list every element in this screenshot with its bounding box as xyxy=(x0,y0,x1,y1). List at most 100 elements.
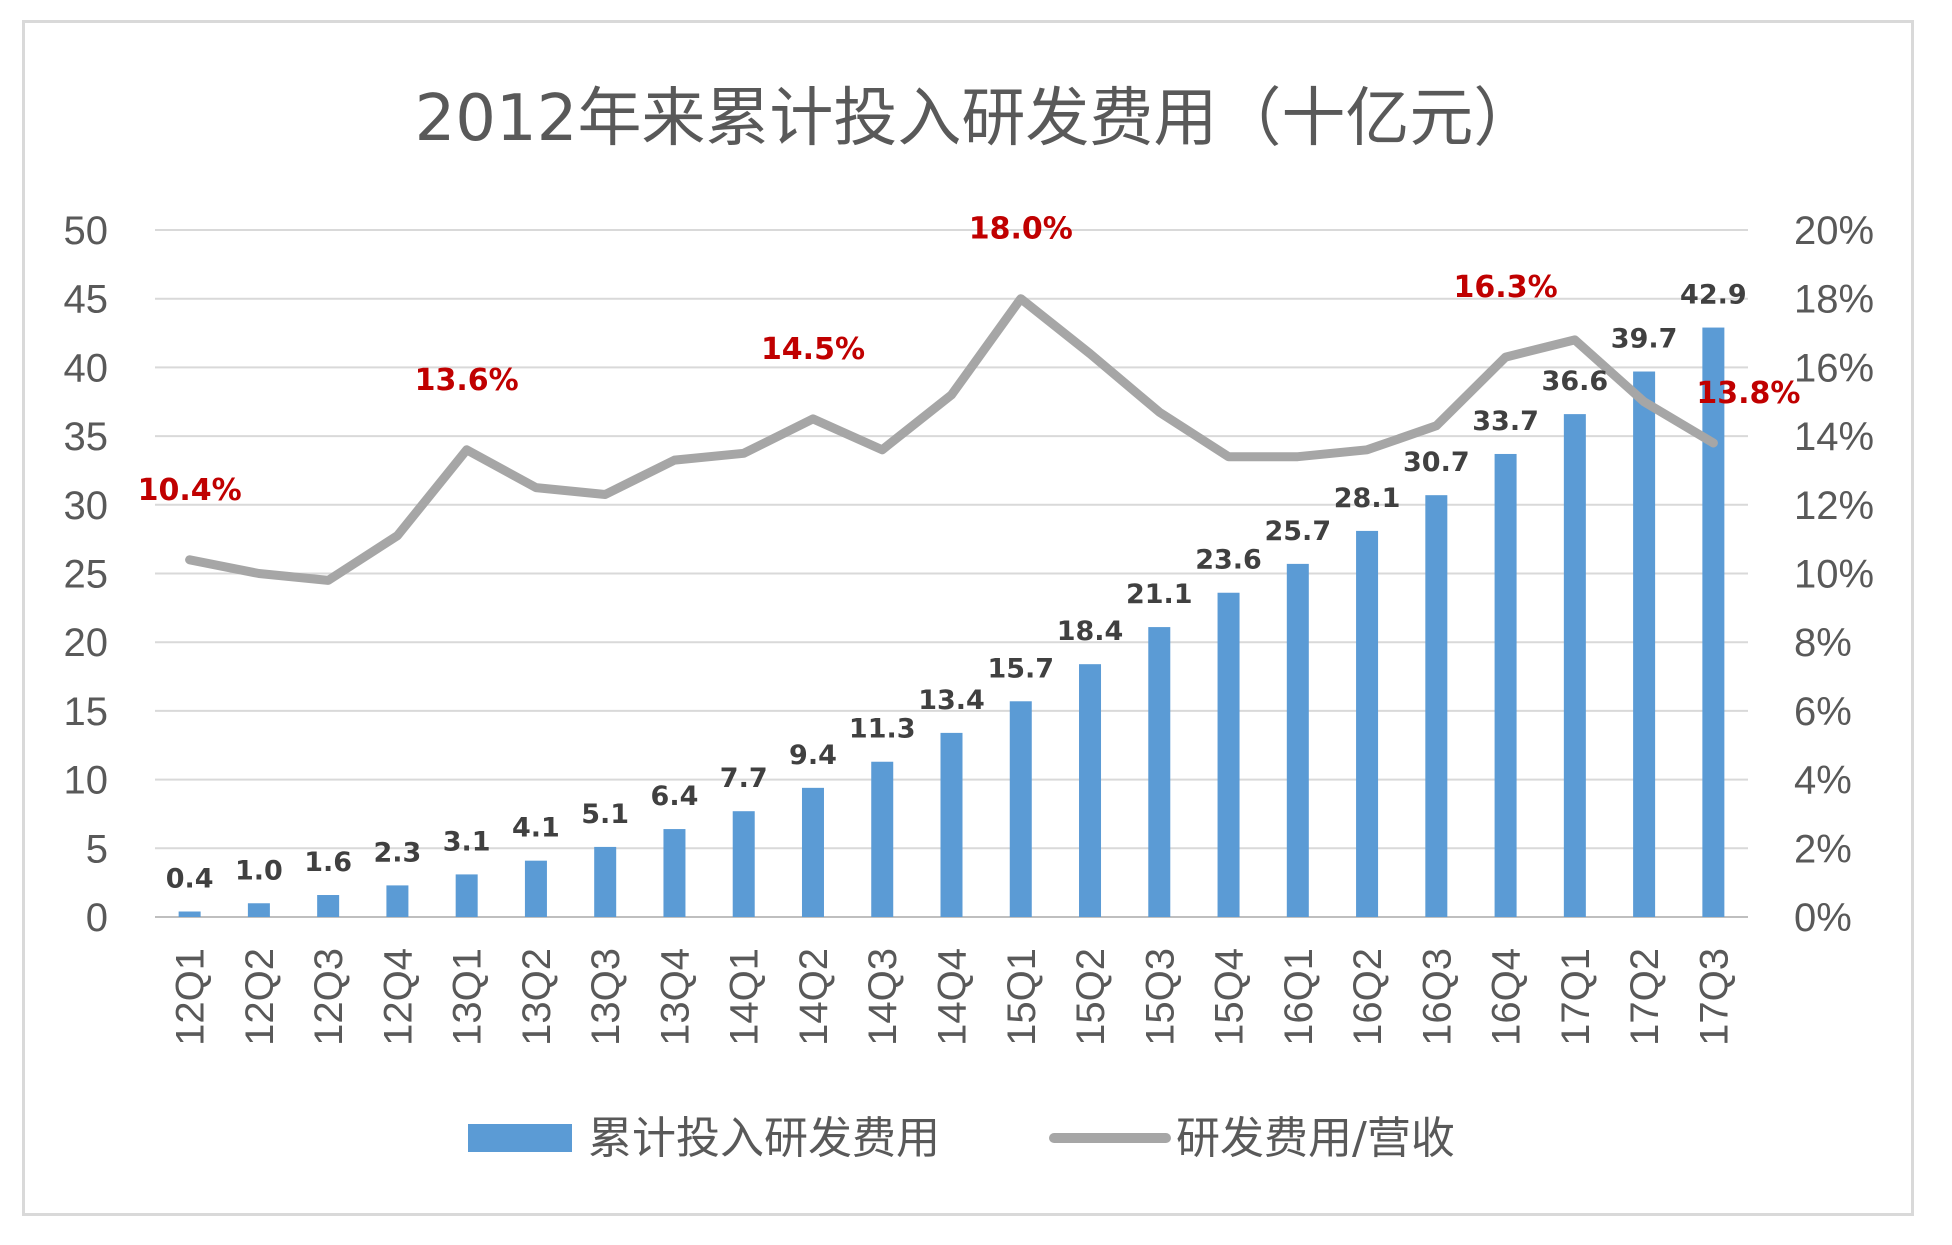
x-tick-label: 17Q1 xyxy=(1554,948,1598,1046)
right-tick-label: 20% xyxy=(1794,209,1874,253)
left-tick-label: 10 xyxy=(64,759,109,803)
line-series xyxy=(185,294,1718,585)
bar-label: 9.4 xyxy=(789,740,837,771)
legend: 累计投入研发费用 研发费用/营收 xyxy=(468,1113,1455,1164)
bar xyxy=(1009,701,1032,917)
x-tick-label: 13Q1 xyxy=(446,948,490,1046)
right-tick-label: 10% xyxy=(1794,553,1874,597)
x-tick-label: 15Q2 xyxy=(1069,948,1113,1046)
bar xyxy=(247,903,270,917)
x-tick-label: 17Q3 xyxy=(1692,948,1736,1046)
bar xyxy=(178,911,201,917)
left-tick-label: 5 xyxy=(86,827,108,871)
x-tick-label: 12Q3 xyxy=(307,948,351,1046)
bar-label: 21.1 xyxy=(1126,579,1193,610)
bar-label: 15.7 xyxy=(987,653,1054,684)
bar xyxy=(317,895,340,917)
x-tick-label: 16Q2 xyxy=(1346,948,1390,1046)
x-axis: 12Q1 12Q2 12Q3 12Q4 13Q1 13Q2 13Q3 13Q4 14Q1 14Q2… xyxy=(169,948,1737,1046)
bar-label: 25.7 xyxy=(1264,516,1331,547)
x-tick-label: 16Q4 xyxy=(1485,948,1529,1046)
bar xyxy=(801,787,824,917)
right-tick-label: 6% xyxy=(1794,690,1852,734)
x-tick-label: 14Q3 xyxy=(861,948,905,1046)
ratio-label: 18.0% xyxy=(969,212,1073,247)
legend-bar-label: 累计投入研发费用 xyxy=(588,1113,940,1164)
chart-frame xyxy=(22,20,1914,1216)
bar xyxy=(455,874,478,917)
right-tick-label: 16% xyxy=(1794,346,1874,390)
bar xyxy=(940,732,963,917)
right-tick-label: 0% xyxy=(1794,896,1852,940)
bar-label: 0.4 xyxy=(166,864,214,895)
ratio-label: 13.6% xyxy=(415,363,519,398)
bar-label: 1.0 xyxy=(235,855,283,886)
x-tick-label: 15Q3 xyxy=(1138,948,1182,1046)
left-tick-label: 30 xyxy=(64,484,109,528)
legend-line-label: 研发费用/营收 xyxy=(1176,1113,1455,1164)
bar-label: 4.1 xyxy=(512,813,560,844)
bar-label: 5.1 xyxy=(581,799,629,830)
bar xyxy=(1079,664,1102,917)
bar xyxy=(1425,495,1448,917)
legend-bar-swatch xyxy=(468,1124,572,1152)
left-tick-label: 25 xyxy=(64,553,109,597)
x-tick-label: 13Q4 xyxy=(653,948,697,1046)
bar xyxy=(524,860,547,917)
ratio-data-labels: 10.4% 13.6% 14.5% 18.0% 16.3% 13.8% xyxy=(138,212,1801,508)
x-tick-label: 12Q4 xyxy=(376,948,420,1046)
x-tick-label: 15Q1 xyxy=(1000,948,1044,1046)
bar xyxy=(1494,453,1517,917)
bar-series xyxy=(178,327,1725,918)
right-tick-label: 18% xyxy=(1794,278,1874,322)
x-tick-label: 15Q4 xyxy=(1208,948,1252,1046)
bar xyxy=(1702,327,1725,918)
left-tick-label: 15 xyxy=(64,690,109,734)
left-tick-label: 20 xyxy=(64,621,109,665)
bar-label: 6.4 xyxy=(651,781,699,812)
bar-label: 11.3 xyxy=(849,714,916,745)
bar-label: 30.7 xyxy=(1403,447,1470,478)
bar-label: 28.1 xyxy=(1334,483,1401,514)
x-tick-label: 14Q1 xyxy=(723,948,767,1046)
bar-label: 13.4 xyxy=(918,685,985,716)
gridlines xyxy=(155,229,1748,918)
bar xyxy=(732,811,755,917)
bar xyxy=(1633,371,1656,918)
right-tick-label: 12% xyxy=(1794,484,1874,528)
ratio-label: 13.8% xyxy=(1696,376,1800,411)
left-tick-label: 35 xyxy=(64,415,109,459)
x-tick-label: 17Q2 xyxy=(1623,948,1667,1046)
left-tick-label: 45 xyxy=(64,278,109,322)
ratio-label: 16.3% xyxy=(1454,270,1558,305)
bar-label: 23.6 xyxy=(1195,545,1262,576)
x-tick-label: 12Q1 xyxy=(169,948,213,1046)
left-axis: 0 5 10 15 20 25 30 35 40 45 50 xyxy=(64,209,109,940)
x-tick-label: 12Q2 xyxy=(238,948,282,1046)
bar xyxy=(1148,627,1171,917)
bar-label: 2.3 xyxy=(373,837,421,868)
bar-label: 18.4 xyxy=(1057,616,1124,647)
ratio-line xyxy=(185,294,1718,585)
bar xyxy=(663,829,686,917)
x-tick-label: 13Q2 xyxy=(515,948,559,1046)
x-tick-label: 14Q2 xyxy=(792,948,836,1046)
bar xyxy=(386,885,409,917)
right-tick-label: 8% xyxy=(1794,621,1852,665)
bar-label: 33.7 xyxy=(1472,406,1539,437)
left-tick-label: 40 xyxy=(64,346,109,390)
right-tick-label: 14% xyxy=(1794,415,1874,459)
bar-label: 42.9 xyxy=(1680,280,1747,311)
right-tick-label: 2% xyxy=(1794,827,1852,871)
x-tick-label: 13Q3 xyxy=(584,948,628,1046)
left-tick-label: 0 xyxy=(86,896,108,940)
bar xyxy=(1217,592,1240,917)
x-tick-label: 16Q3 xyxy=(1415,948,1459,1046)
bar-label: 3.1 xyxy=(443,826,491,857)
right-axis: 0% 2% 4% 6% 8% 10% 12% 14% 16% 18% 20% xyxy=(1794,209,1874,940)
bar-label: 1.6 xyxy=(304,847,352,878)
bar-label: 7.7 xyxy=(720,763,768,794)
bar xyxy=(871,761,894,917)
ratio-label: 10.4% xyxy=(138,473,242,508)
